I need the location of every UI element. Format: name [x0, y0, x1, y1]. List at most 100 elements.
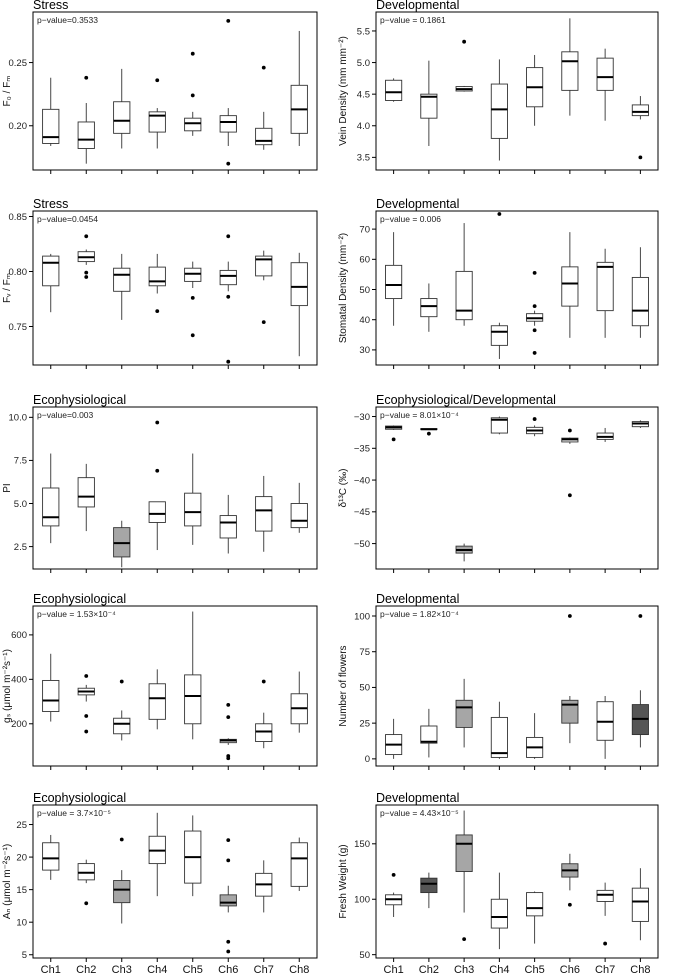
outlier-point: [226, 754, 231, 758]
outlier-point: [226, 838, 231, 843]
outlier-point: [155, 309, 160, 313]
y-tick-label: 10.0: [9, 413, 28, 424]
box-body: [420, 298, 438, 318]
y-tick-label: 20: [16, 852, 27, 863]
outlier-point: [119, 679, 124, 684]
y-tick-label: −40: [354, 475, 370, 486]
box-body: [490, 325, 508, 346]
box-body: [631, 276, 649, 327]
box-body: [255, 127, 273, 146]
outlier-point: [84, 714, 89, 718]
box-body: [561, 266, 579, 307]
box-ch8: [631, 247, 649, 338]
y-tick-label: 25: [16, 820, 27, 831]
box-ch5: [526, 54, 544, 126]
panel-title: Stress: [33, 0, 68, 12]
box-ch3: [455, 39, 473, 92]
box-body: [455, 834, 473, 872]
box-ch8: [290, 671, 308, 733]
x-tick-label: Ch4: [489, 964, 509, 976]
outlier-point: [226, 234, 231, 239]
box-ch2: [420, 708, 438, 758]
box-ch7: [596, 248, 614, 338]
plot-frame: [375, 406, 659, 570]
outlier-point: [391, 872, 396, 877]
box-ch1: [385, 872, 403, 917]
box-ch7: [596, 882, 614, 946]
outlier-point: [226, 294, 231, 299]
box-body: [113, 101, 131, 134]
x-tick-label: Ch1: [384, 964, 404, 976]
box-ch3: [455, 810, 473, 942]
box-ch3: [113, 679, 131, 741]
box-ch3: [113, 253, 131, 320]
box-ch4: [490, 416, 508, 435]
box-body: [148, 111, 166, 133]
box-body: [385, 79, 403, 101]
panel-6: Ecophysiological/Developmental p−value = …: [338, 393, 659, 573]
box-ch6: [561, 232, 579, 338]
outlier-point: [261, 320, 266, 324]
y-tick-label: 3.5: [357, 153, 370, 164]
outlier-point: [84, 901, 89, 906]
box-ch5: [526, 713, 544, 759]
box-body: [113, 267, 131, 292]
outlier-point: [567, 614, 572, 618]
box-ch1: [385, 425, 403, 442]
plot-frame: [375, 804, 659, 959]
box-body: [184, 267, 202, 282]
y-axis-label: Number of flowers: [338, 645, 349, 726]
y-tick-label: 600: [11, 630, 27, 641]
y-tick-label: 70: [359, 224, 370, 235]
box-body: [42, 679, 60, 713]
outlier-point: [226, 161, 231, 166]
box-ch6: [219, 18, 237, 166]
panel-5: Ecophysiological p−value=0.003 2.5 5.0 7.5 10…: [2, 393, 318, 573]
box-body: [148, 683, 166, 720]
box-ch2: [420, 872, 438, 909]
y-tick-label: −30: [354, 412, 370, 423]
box-body: [385, 264, 403, 300]
outlier-point: [532, 271, 537, 275]
outlier-point: [190, 296, 195, 300]
box-ch1: [385, 718, 403, 759]
box-body: [561, 51, 579, 91]
y-tick-label: 30: [359, 345, 370, 356]
y-tick-label: 4.5: [357, 89, 370, 100]
box-ch2: [77, 234, 95, 279]
y-tick-label: 15: [16, 885, 27, 896]
box-ch6: [561, 18, 579, 116]
box-body: [42, 255, 60, 287]
box-body: [148, 501, 166, 523]
x-tick-label: Ch5: [183, 964, 203, 976]
box-ch4: [148, 78, 166, 149]
y-axis-label: δ¹³C (‰): [338, 469, 349, 508]
plot-frame: [32, 804, 318, 959]
y-axis-label: PI: [2, 483, 13, 492]
box-ch7: [255, 250, 273, 324]
box-ch1: [42, 834, 60, 880]
box-body: [561, 699, 579, 724]
y-tick-label: 0: [365, 754, 370, 765]
p-value-label: p−value = 0.1861: [380, 15, 446, 25]
box-ch8: [290, 837, 308, 891]
outlier-point: [462, 39, 467, 44]
box-ch3: [455, 543, 473, 562]
outlier-point: [426, 431, 431, 436]
box-ch4: [490, 59, 508, 161]
panel-title: Developmental: [376, 791, 459, 805]
box-ch7: [596, 696, 614, 759]
box-body: [77, 121, 95, 149]
box-ch2: [420, 283, 438, 332]
box-body: [596, 889, 614, 902]
y-tick-label: 400: [11, 675, 27, 686]
box-ch6: [219, 234, 237, 364]
box-body: [113, 717, 131, 735]
y-axis-label: Fresh Weight (g): [338, 844, 349, 918]
outlier-point: [567, 902, 572, 907]
outlier-point: [261, 679, 266, 684]
box-body: [631, 104, 649, 117]
box-body: [490, 898, 508, 929]
y-axis-label: gₛ (μmol m⁻²s⁻¹): [2, 649, 13, 723]
box-ch8: [631, 614, 649, 748]
